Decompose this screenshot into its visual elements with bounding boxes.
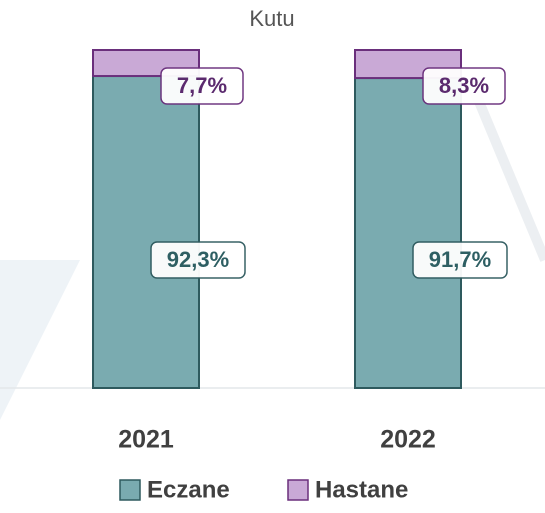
x-tick-label: 2022 xyxy=(380,426,436,454)
legend-swatch xyxy=(119,479,141,501)
bar-segment xyxy=(92,75,200,389)
value-label: 91,7% xyxy=(429,247,491,272)
legend-label: Eczane xyxy=(147,476,230,503)
value-label-box xyxy=(412,241,508,279)
background-shape xyxy=(465,78,545,262)
value-label-box xyxy=(422,67,506,105)
legend-label: Hastane xyxy=(315,476,408,503)
value-label: 8,3% xyxy=(439,73,489,98)
legend-swatch xyxy=(287,479,309,501)
bar-segment xyxy=(354,49,462,80)
x-tick-label: 2021 xyxy=(118,426,174,454)
value-label: 92,3% xyxy=(167,247,229,272)
value-label-box xyxy=(150,241,246,279)
background-shape xyxy=(0,260,80,420)
bar-segment xyxy=(354,77,462,390)
value-label-box xyxy=(160,67,244,105)
value-label: 7,7% xyxy=(177,73,227,98)
chart-title: Kutu xyxy=(249,6,294,31)
